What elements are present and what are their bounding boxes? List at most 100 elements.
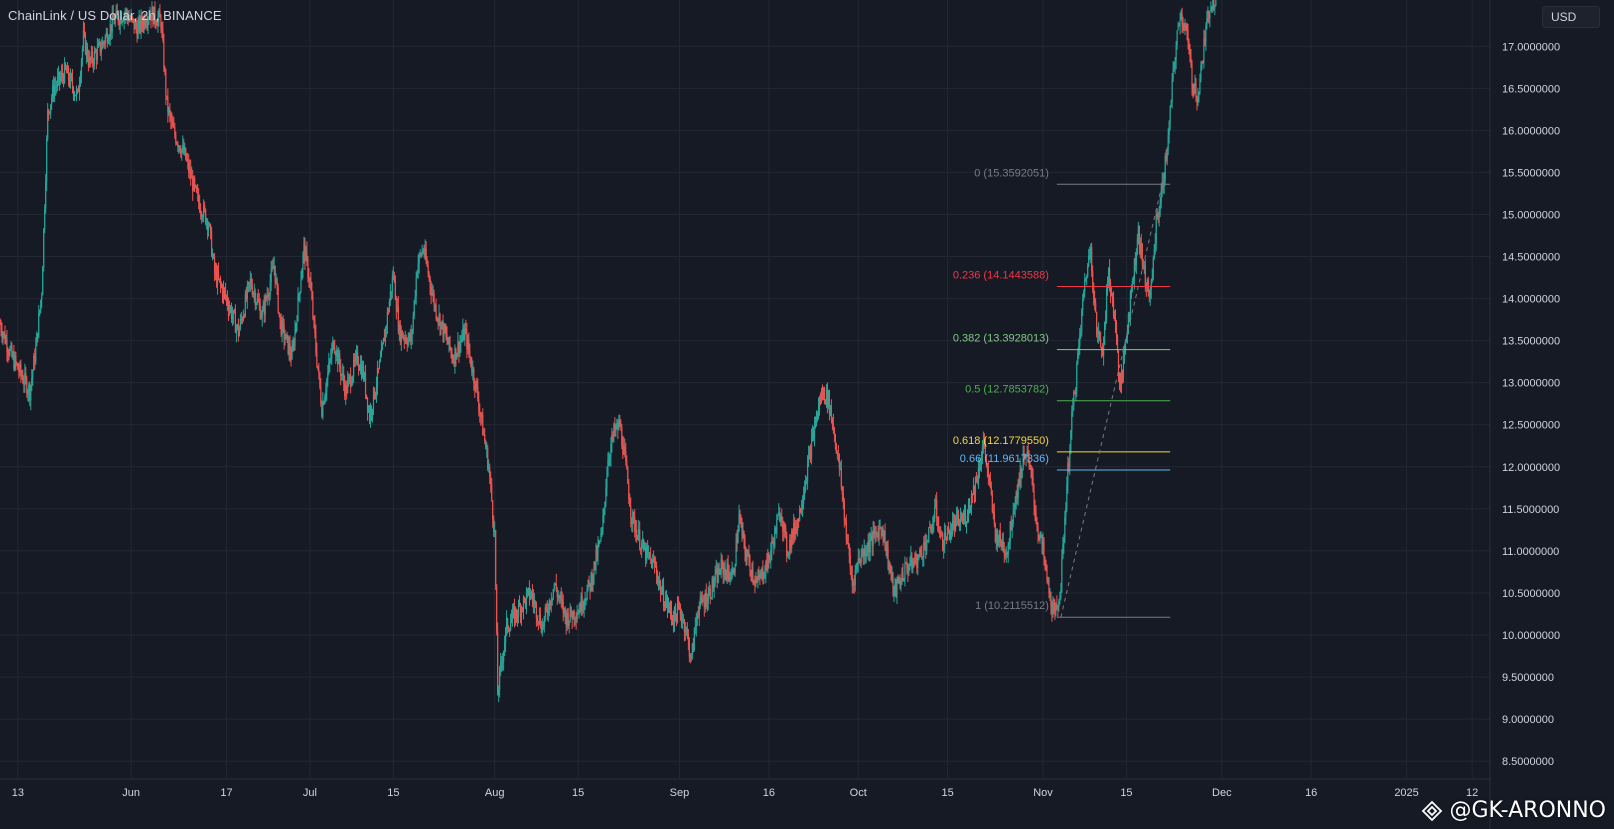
candle <box>272 257 274 270</box>
candle-body <box>350 375 352 387</box>
candle <box>1088 248 1090 268</box>
candle <box>170 111 172 129</box>
candle-body <box>90 51 92 61</box>
candle <box>2 331 4 346</box>
candle <box>329 358 331 373</box>
candle-body <box>663 606 666 608</box>
candle-body <box>850 568 852 575</box>
candle <box>731 561 733 580</box>
candle <box>1197 87 1199 107</box>
candle <box>271 259 273 272</box>
candle <box>1107 267 1110 288</box>
candle-body <box>434 305 436 307</box>
candle-body <box>107 40 109 43</box>
candle-body <box>755 580 757 585</box>
candle <box>1061 549 1063 593</box>
time-tick-label: Nov <box>1033 787 1053 799</box>
candle <box>166 95 168 100</box>
time-tick-label: Oct <box>850 787 867 799</box>
candle-body <box>117 14 119 23</box>
candle <box>990 481 992 496</box>
candle-body <box>139 18 141 31</box>
candle <box>121 19 123 27</box>
candle <box>358 364 361 371</box>
candle <box>1060 582 1062 600</box>
candle-body <box>1119 381 1122 386</box>
candle-body <box>1124 341 1127 352</box>
candle-body <box>125 10 127 14</box>
candle <box>977 458 980 489</box>
currency-selector[interactable]: USD <box>1542 6 1600 28</box>
candle-body <box>511 610 514 620</box>
candle-body <box>1192 86 1194 90</box>
candle <box>126 8 128 24</box>
candle <box>801 499 803 516</box>
candle <box>435 298 437 321</box>
candle-body <box>199 202 201 212</box>
candle <box>887 540 889 571</box>
candle <box>561 591 563 610</box>
candle <box>593 561 595 585</box>
candle <box>72 86 75 101</box>
candle-body <box>816 411 819 415</box>
candle-body <box>840 468 842 487</box>
candle-body <box>608 459 610 461</box>
candle-body <box>940 532 942 536</box>
candle-body <box>562 601 564 614</box>
candle-body <box>1133 258 1135 280</box>
candle <box>1209 10 1211 28</box>
candle-body <box>676 604 679 623</box>
candle-body <box>1047 579 1049 581</box>
candle <box>372 386 375 416</box>
candle-body <box>475 381 477 390</box>
candle-body <box>970 493 973 508</box>
candle <box>379 350 382 363</box>
candle <box>579 601 581 613</box>
candle <box>1044 556 1046 571</box>
candle-body <box>781 516 783 521</box>
candle <box>768 551 770 569</box>
candle-body <box>1196 96 1198 103</box>
candle <box>695 612 697 637</box>
candle-body <box>691 644 693 656</box>
candle-body <box>822 388 825 393</box>
candle-body <box>329 360 331 363</box>
candle-body <box>1144 265 1146 287</box>
candle <box>704 589 706 613</box>
candle <box>46 135 48 191</box>
candle-body <box>1102 344 1105 357</box>
candle-body <box>457 341 459 354</box>
candle <box>273 256 275 276</box>
candle-body <box>599 540 601 543</box>
candle <box>211 248 214 261</box>
candle <box>280 313 282 338</box>
candle-body <box>180 151 182 155</box>
candle <box>347 371 349 394</box>
time-tick-label: 12 <box>1466 787 1478 799</box>
candle-body <box>640 548 642 550</box>
candle <box>837 444 839 463</box>
candle-body <box>633 511 635 518</box>
candle-body <box>750 570 752 576</box>
candle-body <box>742 531 744 536</box>
candle-body <box>1141 243 1143 263</box>
candle <box>477 378 479 402</box>
candle-body <box>792 531 794 538</box>
candle <box>298 292 300 302</box>
candle <box>119 10 121 35</box>
candle <box>920 546 922 558</box>
candle-body <box>1156 213 1158 217</box>
candle <box>58 65 60 86</box>
candle <box>56 80 58 94</box>
candle <box>81 45 84 67</box>
candle-body <box>614 424 616 432</box>
candle <box>303 236 305 264</box>
candle-body <box>253 292 255 294</box>
candle <box>177 140 179 152</box>
candle-body <box>359 363 362 371</box>
candle-body <box>815 411 818 426</box>
candle <box>95 48 97 70</box>
candle-body <box>390 291 392 293</box>
